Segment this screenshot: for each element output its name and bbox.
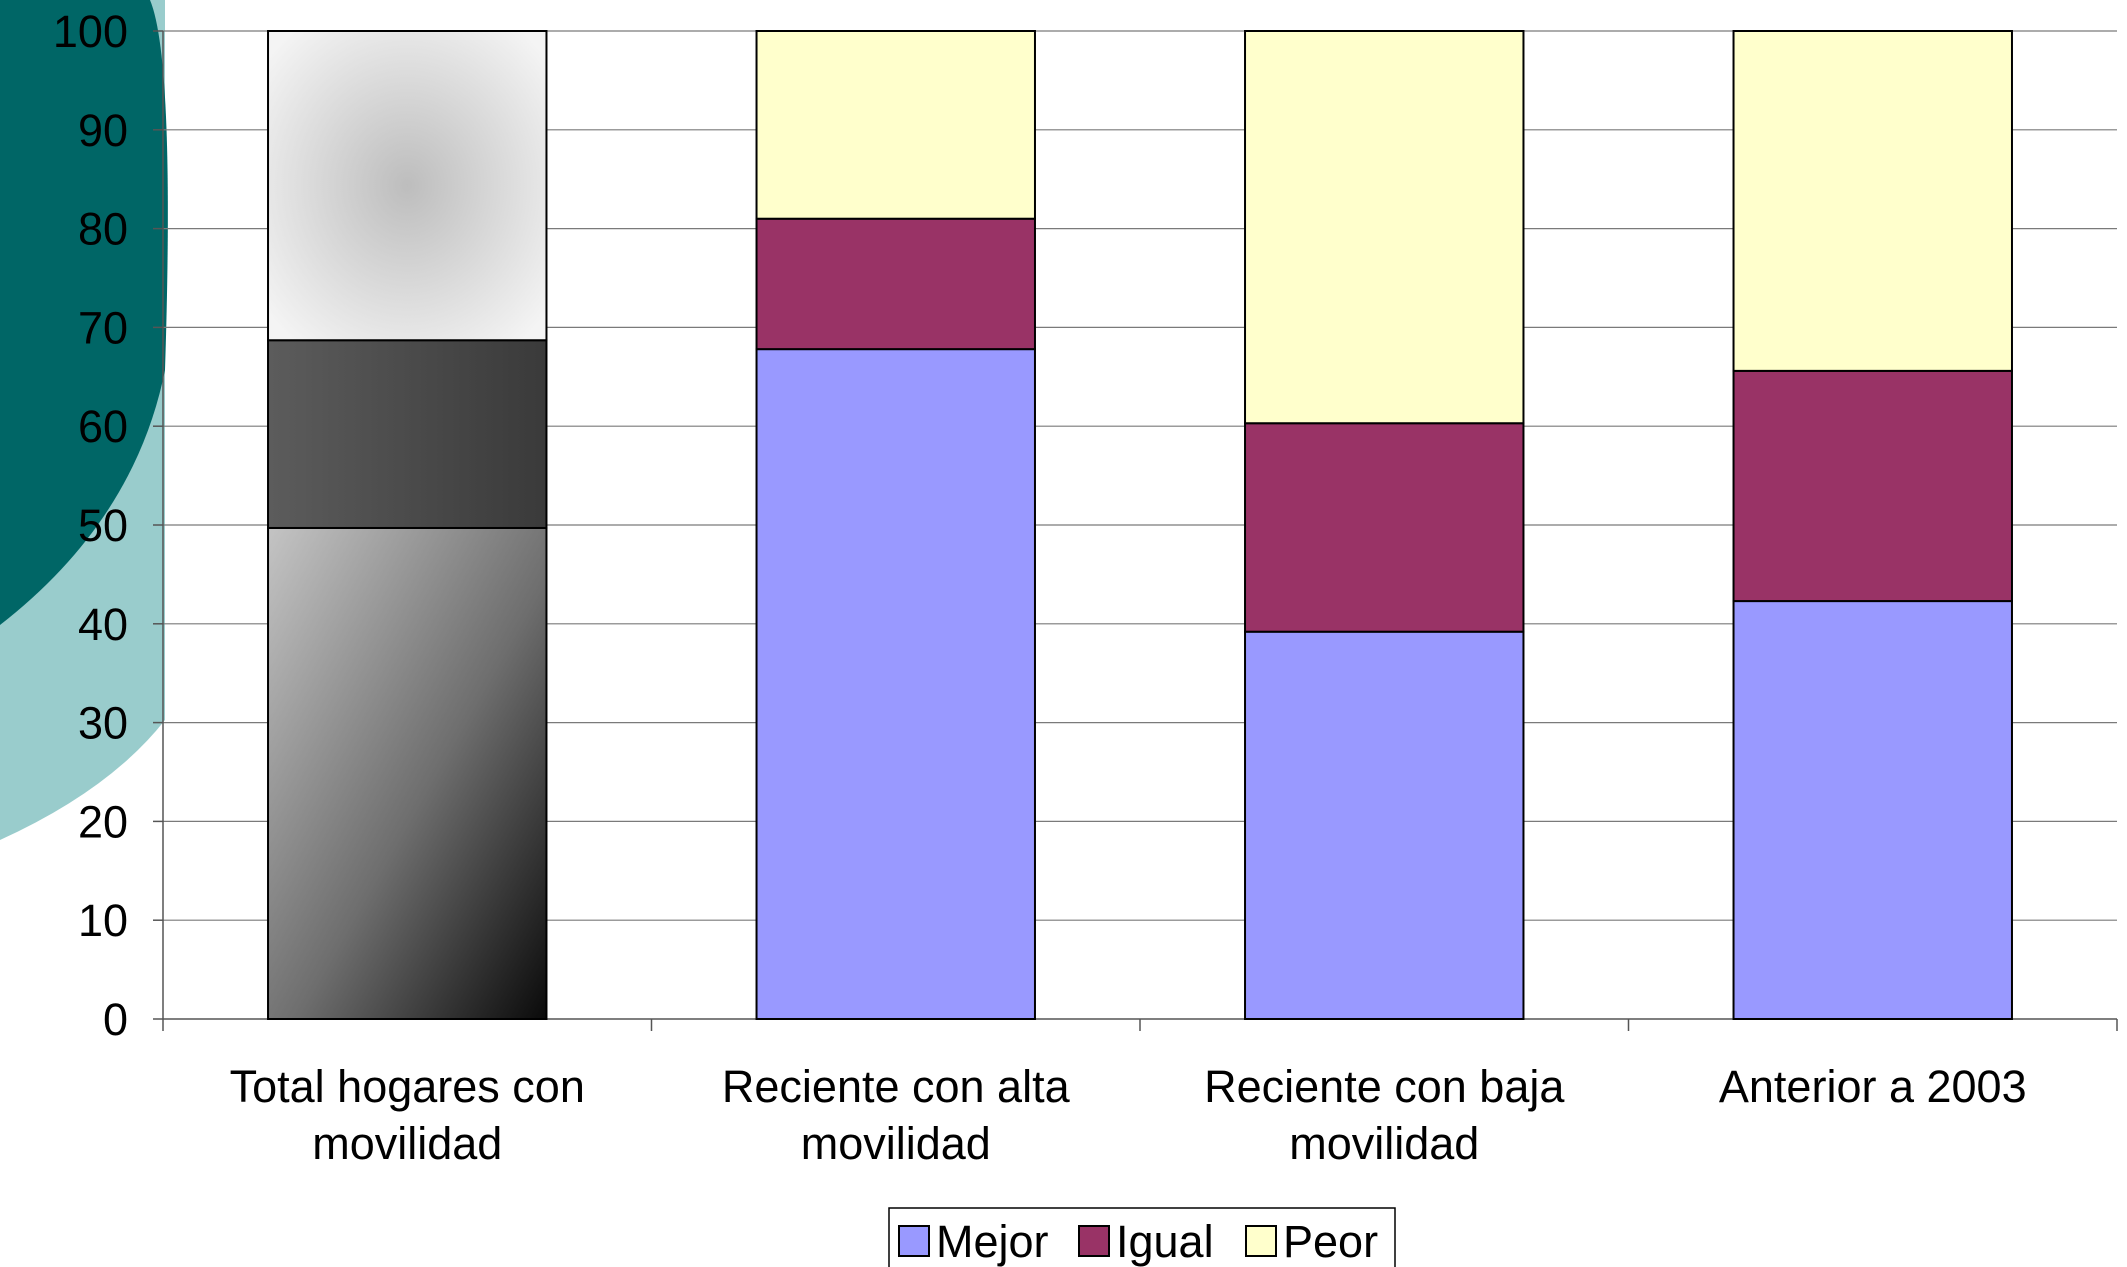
category-label: Total hogares con: [230, 1061, 585, 1112]
decoration-dark-arc: [0, 0, 168, 625]
y-tick-label: 30: [78, 698, 128, 749]
y-tick-label: 40: [78, 599, 128, 650]
bar-segment-peor: [267, 30, 548, 342]
category-label: movilidad: [1289, 1118, 1479, 1169]
legend: Mejor Igual Peor: [888, 1207, 1396, 1267]
y-tick-label: 10: [78, 895, 128, 946]
bar-segment-mejor: [755, 348, 1036, 1020]
category-label: Reciente con baja: [1204, 1061, 1565, 1112]
legend-swatch-mejor: [898, 1225, 930, 1257]
bar-segment-igual: [1732, 369, 2013, 603]
bars: [267, 30, 2013, 1020]
legend-box: [888, 1207, 1396, 1267]
bar-segment-mejor: [267, 526, 548, 1020]
y-tick-label: 60: [78, 401, 128, 452]
y-tick-label: 20: [78, 796, 128, 847]
legend-swatch-peor: [1245, 1225, 1277, 1257]
category-label: Anterior a 2003: [1719, 1061, 2027, 1112]
background-decoration: [0, 0, 168, 840]
y-tick-label: 50: [78, 500, 128, 551]
category-label: movilidad: [801, 1118, 991, 1169]
bar-segment-mejor: [1244, 630, 1525, 1020]
bar-segment-igual: [267, 339, 548, 529]
category-label: Reciente con alta: [722, 1061, 1071, 1112]
legend-label-igual: Igual: [1116, 1216, 1214, 1267]
bar-segment-peor: [1244, 30, 1525, 425]
bar-segment-igual: [1244, 422, 1525, 633]
y-tick-label: 80: [78, 204, 128, 255]
y-tick-label: 0: [103, 994, 128, 1045]
bar-segment-peor: [755, 30, 1036, 220]
bar-segment-igual: [755, 217, 1036, 351]
bar-segment-peor: [1732, 30, 2013, 372]
category-label: movilidad: [312, 1118, 502, 1169]
legend-label-peor: Peor: [1283, 1216, 1378, 1267]
y-tick-label: 90: [78, 105, 128, 156]
y-tick-label: 70: [78, 302, 128, 353]
y-tick-label: 100: [53, 6, 128, 57]
bar-segment-mejor: [1732, 600, 2013, 1020]
legend-swatch-igual: [1078, 1225, 1110, 1257]
x-axis-categories: Total hogares con movilidad Reciente con a…: [230, 1061, 2027, 1169]
y-axis-ticks: 0 10 20 30 40 50 60 70 80 90 100: [53, 6, 163, 1045]
legend-label-mejor: Mejor: [936, 1216, 1049, 1267]
